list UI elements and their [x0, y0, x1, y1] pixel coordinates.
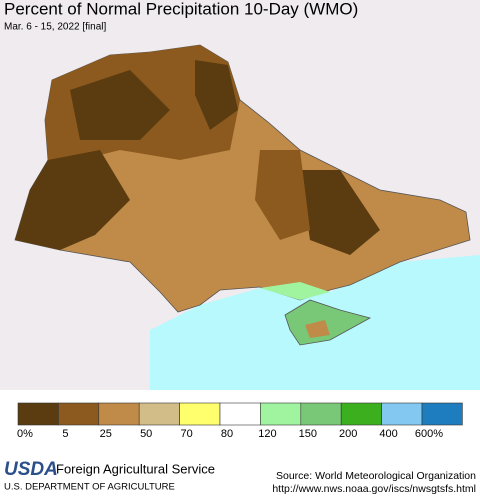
legend-label: 120: [258, 428, 276, 440]
legend-label: 70: [180, 428, 192, 440]
legend-label: 80: [221, 428, 233, 440]
legend-label: 400: [379, 428, 397, 440]
legend-label: 25: [100, 428, 112, 440]
legend-label: 0%: [17, 428, 33, 440]
agency: Foreign Agricultural Service: [56, 461, 215, 476]
legend-swatch: [17, 402, 59, 426]
legend-swatch: [58, 402, 100, 426]
map: [0, 0, 480, 390]
legend-label: 5: [62, 428, 68, 440]
legend-swatch: [381, 402, 423, 426]
region: [305, 320, 330, 338]
region: [70, 60, 238, 140]
region: [300, 170, 380, 255]
legend: 0% 5 25 50 70 80 120 150 200 400 600%: [17, 402, 463, 440]
legend-label: 150: [299, 428, 317, 440]
region: [260, 282, 330, 300]
legend-swatch: [340, 402, 382, 426]
legend-swatch: [219, 402, 261, 426]
legend-swatch: [179, 402, 221, 426]
subtitle: Mar. 6 - 15, 2022 [final]: [4, 22, 107, 33]
legend-swatch: [98, 402, 140, 426]
legend-swatch: [260, 402, 302, 426]
legend-label: 200: [339, 428, 357, 440]
legend-swatch: [138, 402, 180, 426]
department: U.S. DEPARTMENT OF AGRICULTURE: [4, 482, 175, 493]
logo: USDA: [4, 459, 58, 480]
legend-label: 600%: [415, 428, 443, 440]
title: Percent of Normal Precipitation 10-Day (…: [4, 0, 358, 18]
crimea: [284, 299, 372, 346]
url: http://www.nws.noaa.gov/iscs/nwsgtsfs.ht…: [272, 483, 476, 495]
region: [15, 150, 130, 250]
region: [255, 150, 310, 240]
legend-label: 50: [140, 428, 152, 440]
legend-swatch: [421, 402, 463, 426]
legend-swatch: [300, 402, 342, 426]
source: Source: World Meteorological Organizatio…: [276, 470, 476, 482]
